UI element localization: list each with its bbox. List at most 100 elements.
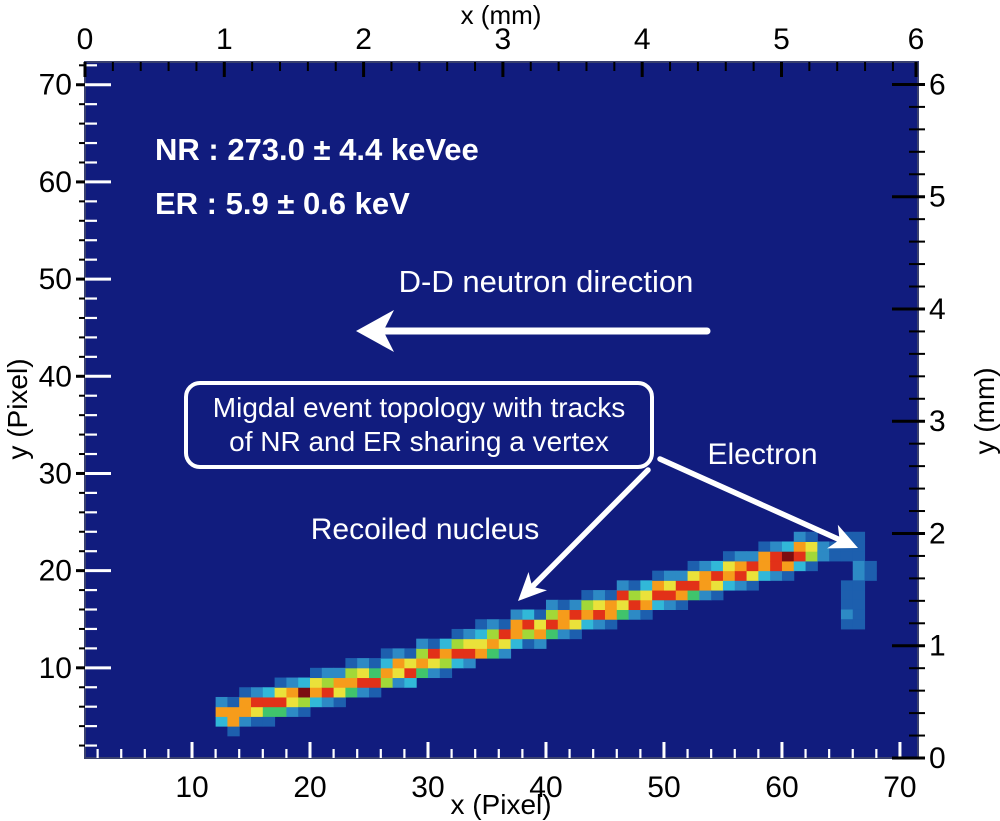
nr-track-cell [333, 667, 346, 679]
bottom-tick-label: 60 [765, 771, 798, 804]
nr-track-cell [758, 570, 771, 581]
nr-track-cell [604, 619, 618, 630]
nr-track-cell [439, 648, 453, 659]
recoiled-nucleus-arrow-shaft [527, 467, 651, 592]
nr-track-cell [321, 696, 335, 708]
nr-track-cell [298, 696, 311, 708]
nr-track-cell [392, 667, 405, 679]
nr-track-cell [711, 580, 724, 591]
nr-track-cell [251, 706, 264, 717]
nr-track-cell [545, 599, 559, 611]
nr-track-cell [593, 599, 606, 611]
nr-track-cell [616, 590, 630, 601]
nr-track-cell [581, 590, 594, 601]
nr-track-cell [227, 716, 240, 727]
electron-track-cell [840, 590, 854, 601]
nr-track-cell [427, 658, 441, 669]
nr-track-cell [274, 687, 287, 698]
nr-track-cell [416, 667, 429, 679]
nr-track-cell [616, 609, 630, 620]
nr-track-cell [569, 628, 582, 640]
nr-track-cell [628, 609, 641, 620]
nr-track-cell [628, 590, 641, 601]
left-tick-label: 20 [39, 555, 72, 588]
electron-track-cell [840, 551, 854, 562]
nr-track-cell [298, 687, 311, 698]
nr-track-cell [758, 560, 771, 572]
nr-track-cell [687, 590, 700, 601]
nr-track-cell [652, 580, 665, 591]
nr-track-cell [274, 677, 287, 688]
nr-track-cell [781, 541, 795, 552]
nr-track-cell [498, 638, 512, 649]
nr-track-cell [262, 687, 276, 698]
nr-track-cell [522, 628, 535, 640]
nr-track-cell [439, 638, 453, 649]
top-axis-title: x (mm) [460, 0, 542, 30]
nr-track-cell [510, 619, 523, 630]
nr-track-cell [522, 609, 535, 620]
nr-track-cell [380, 658, 394, 669]
nr-track-cell [699, 590, 712, 601]
bottom-tick-label: 50 [647, 771, 680, 804]
nr-track-cell [699, 580, 712, 591]
nr-track-cell [239, 687, 252, 698]
nr-track-cell [333, 677, 346, 688]
nr-track-cell [593, 619, 606, 630]
left-tick-label: 70 [39, 69, 72, 102]
nr-track-cell [675, 570, 689, 581]
nr-track-cell [404, 658, 417, 669]
nr-track-cell [321, 687, 335, 698]
nr-track-cell [298, 706, 311, 717]
nr-track-cell [640, 609, 653, 620]
heatmap-cells [215, 531, 877, 737]
nr-track-cell [416, 638, 429, 649]
electron-arrow-shaft [657, 456, 845, 544]
nr-track-cell [498, 628, 512, 640]
nr-track-cell [616, 580, 630, 591]
nr-track-cell [628, 580, 641, 591]
nr-track-cell [439, 667, 453, 679]
nr-track-cell [628, 599, 641, 611]
electron-track-cell [829, 551, 842, 562]
nr-track-cell [392, 658, 405, 669]
nr-track-cell [215, 706, 228, 717]
nr-track-cell [380, 677, 394, 688]
electron-track-cell [840, 609, 854, 620]
right-tick-label: 3 [929, 405, 946, 438]
nr-track-cell [534, 619, 547, 630]
electron-arrow-head [827, 524, 858, 549]
nr-track-cell [758, 551, 771, 562]
nr-track-cell [310, 696, 323, 708]
nr-track-cell [215, 716, 228, 727]
nr-track-cell [593, 590, 606, 601]
nr-track-cell [640, 580, 653, 591]
nr-track-cell [746, 580, 759, 591]
nr-track-cell [451, 648, 464, 659]
nr-track-cell [427, 667, 441, 679]
right-tick-label: 4 [929, 293, 946, 326]
electron-track-cell [852, 560, 866, 572]
nr-track-cell [416, 648, 429, 659]
nr-track-cell [262, 696, 276, 708]
nr-track-cell [652, 599, 665, 611]
right-axis-title: y (mm) [969, 367, 1000, 455]
nr-track-cell [486, 638, 500, 649]
nr-track-cell [604, 609, 618, 620]
left-tick-label: 60 [39, 166, 72, 199]
nr-track-cell [239, 696, 252, 708]
nr-track-cell [675, 590, 689, 601]
electron-track-cell [852, 609, 866, 620]
bottom-tick-label: 30 [411, 771, 444, 804]
nr-track-cell [439, 658, 453, 669]
nr-track-cell [262, 706, 276, 717]
top-tick-label: 3 [495, 23, 512, 56]
recoiled-nucleus-arrow-head [518, 572, 547, 601]
nr-track-cell [734, 551, 748, 562]
right-tick-label: 0 [929, 742, 946, 775]
nr-track-cell [663, 570, 677, 581]
nr-track-cell [463, 638, 476, 649]
nr-track-cell [286, 677, 299, 688]
nr-track-cell [310, 667, 323, 679]
